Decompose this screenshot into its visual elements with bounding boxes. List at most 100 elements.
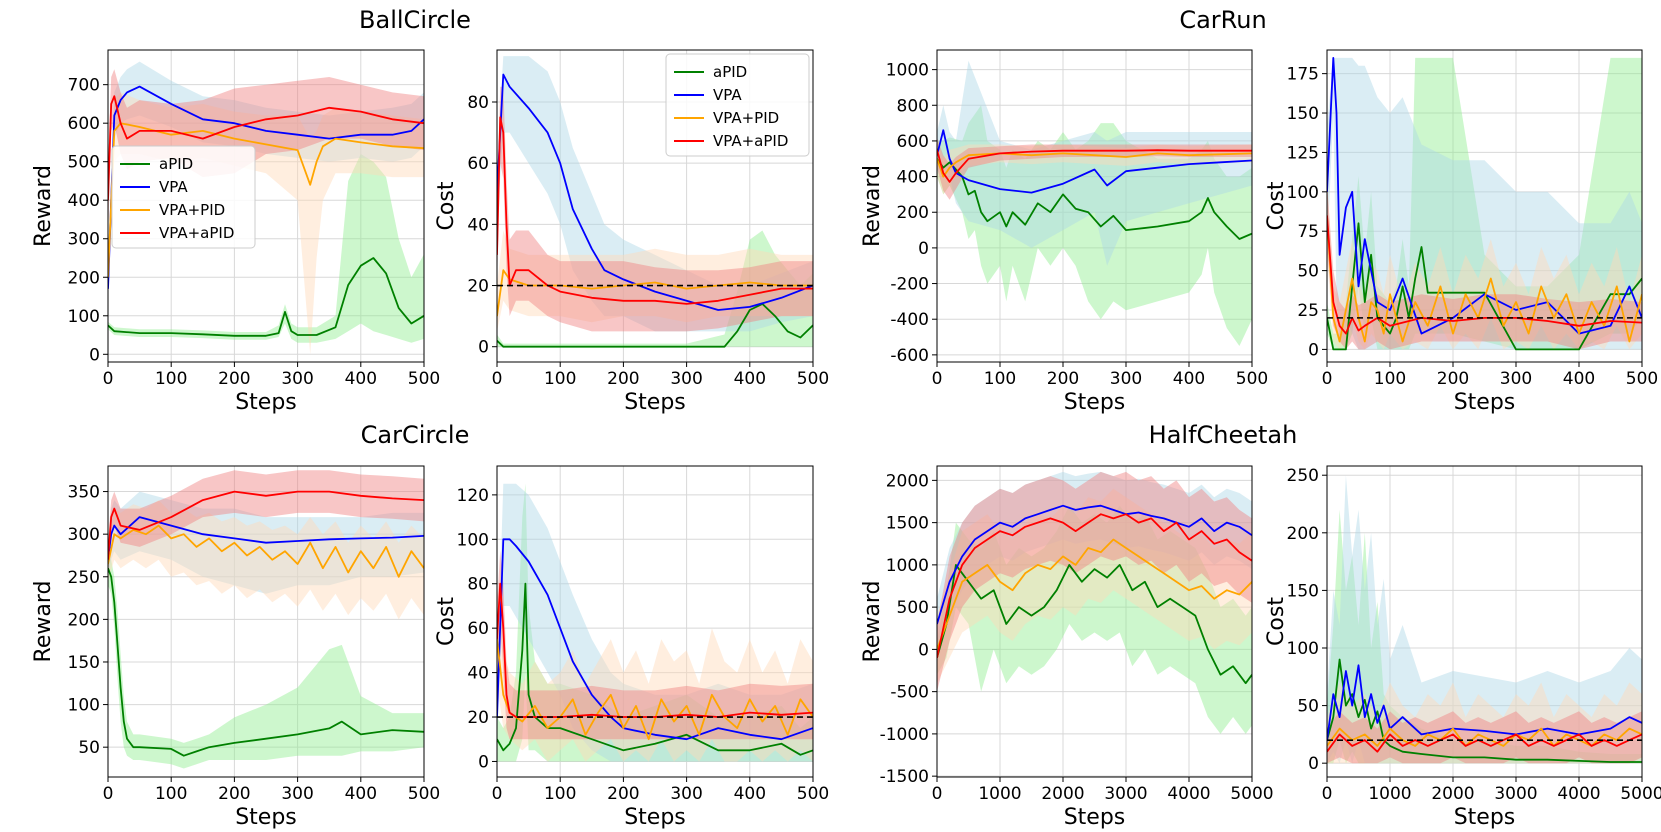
- x-tick-label: 100: [984, 369, 1016, 389]
- x-tick-label: 300: [281, 369, 313, 389]
- y-tick-label: 75: [1297, 222, 1319, 242]
- group-title-carcircle: CarCircle: [361, 421, 470, 449]
- band-apid: [108, 551, 424, 769]
- x-tick-label: 0: [932, 369, 943, 389]
- x-tick-label: 0: [932, 784, 943, 804]
- x-axis-label: Steps: [1064, 390, 1126, 415]
- legend-label-vpa-pid: VPA+PID: [713, 109, 779, 127]
- legend-label-vpa-apid: VPA+aPID: [159, 224, 234, 242]
- y-axis-label: Cost: [434, 597, 459, 646]
- series-line-vpa-apid: [937, 149, 1252, 183]
- y-tick-label: 50: [1297, 262, 1319, 282]
- band-vpa-apid: [937, 471, 1252, 692]
- series-line-apid: [937, 564, 1252, 685]
- plot-area: [1327, 57, 1642, 351]
- y-tick-label: 150: [1287, 581, 1319, 601]
- x-tick-label: 500: [1626, 369, 1658, 389]
- x-tick-label: 200: [218, 784, 250, 804]
- x-tick-label: 500: [797, 369, 829, 389]
- x-tick-label: 400: [734, 369, 766, 389]
- series-line-vpa: [497, 73, 813, 311]
- x-axis-label: Steps: [624, 805, 686, 830]
- y-tick-label: 175: [1287, 65, 1319, 85]
- y-axis-label: Cost: [1264, 597, 1289, 646]
- y-tick-label: -1500: [880, 767, 929, 787]
- y-tick-label: 60: [467, 619, 489, 639]
- x-tick-label: 400: [345, 784, 377, 804]
- series-line-vpa-apid: [497, 116, 813, 305]
- y-tick-label: -600: [890, 346, 929, 366]
- series-line-vpa: [937, 504, 1252, 625]
- x-tick-label: 0: [492, 784, 503, 804]
- x-tick-label: 200: [1047, 369, 1079, 389]
- y-tick-label: 250: [68, 568, 100, 588]
- y-tick-label: 150: [1287, 104, 1319, 124]
- x-tick-label: 2000: [1431, 784, 1474, 804]
- x-tick-label: 1000: [978, 784, 1021, 804]
- group-title-ballcircle: BallCircle: [359, 6, 471, 34]
- band-vpa-apid: [497, 86, 813, 332]
- band-apid: [497, 483, 813, 762]
- y-tick-label: 1000: [886, 556, 929, 576]
- x-tick-label: 300: [281, 784, 313, 804]
- y-tick-label: 500: [897, 598, 929, 618]
- y-tick-label: 0: [478, 338, 489, 358]
- y-tick-label: 600: [68, 114, 100, 134]
- y-axis-label: Cost: [1264, 181, 1289, 230]
- series-line-apid: [108, 257, 424, 337]
- y-tick-label: 2000: [886, 471, 929, 491]
- series-line-vpa-apid: [1327, 215, 1642, 335]
- chart-panel-6: 0 1000 2000 3000 4000 5000 -1500 -1000 -500 0 500 1…: [860, 465, 1274, 830]
- plot-area: [497, 56, 813, 348]
- series-line-apid: [1327, 222, 1642, 351]
- y-tick-label: 100: [457, 530, 489, 550]
- y-tick-label: 0: [1308, 340, 1319, 360]
- series-line-apid: [497, 582, 813, 756]
- y-tick-label: -500: [890, 683, 929, 703]
- x-tick-label: 500: [797, 784, 829, 804]
- x-tick-label: 400: [1563, 369, 1595, 389]
- x-tick-label: 200: [1437, 369, 1469, 389]
- y-tick-label: 100: [1287, 639, 1319, 659]
- band-vpa-pid: [497, 594, 813, 762]
- y-tick-label: 100: [1287, 183, 1319, 203]
- x-tick-label: 400: [734, 784, 766, 804]
- series-line-vpa-apid: [937, 513, 1252, 658]
- group-title-carrun: CarRun: [1179, 6, 1266, 34]
- legend-box: [111, 145, 256, 249]
- x-axis-label: Steps: [1454, 805, 1516, 830]
- y-tick-label: 700: [68, 76, 100, 96]
- x-axis-label: Steps: [235, 390, 297, 415]
- series-line-vpa-pid: [108, 524, 424, 578]
- x-axis-label: Steps: [1454, 390, 1516, 415]
- group-title-halfcheetah: HalfCheetah: [1149, 421, 1298, 449]
- chart-panel-5: 0 100 200 300 400 500 0 20 40 60 80 100 120 Steps Cost: [434, 465, 829, 830]
- x-tick-label: 4000: [1557, 784, 1600, 804]
- series-line-vpa-apid: [108, 95, 424, 201]
- series-line-vpa: [937, 129, 1252, 194]
- series-line-vpa: [1327, 57, 1642, 335]
- band-vpa: [1327, 475, 1642, 764]
- x-tick-label: 200: [607, 369, 639, 389]
- series-line-vpa-apid: [1327, 733, 1642, 753]
- series-line-apid: [1327, 658, 1642, 763]
- y-tick-label: 100: [68, 696, 100, 716]
- plot-frame: [496, 465, 814, 778]
- y-tick-label: 200: [68, 268, 100, 288]
- plot-frame: [936, 49, 1253, 363]
- y-tick-label: 250: [1287, 466, 1319, 486]
- series-line-vpa-pid: [937, 152, 1252, 178]
- chart-panel-7: 0 1000 2000 3000 4000 5000 0 50 100 150 200 250 Step…: [1264, 465, 1661, 830]
- y-axis-label: Reward: [860, 581, 885, 663]
- y-tick-label: 800: [897, 96, 929, 116]
- y-tick-label: 20: [467, 708, 489, 728]
- x-tick-label: 100: [155, 784, 187, 804]
- x-tick-label: 3000: [1494, 784, 1537, 804]
- x-tick-label: 0: [103, 369, 114, 389]
- y-tick-label: 1500: [886, 514, 929, 534]
- band-vpa: [497, 56, 813, 332]
- band-vpa: [937, 471, 1252, 650]
- x-tick-label: 100: [155, 369, 187, 389]
- band-apid: [1327, 57, 1642, 350]
